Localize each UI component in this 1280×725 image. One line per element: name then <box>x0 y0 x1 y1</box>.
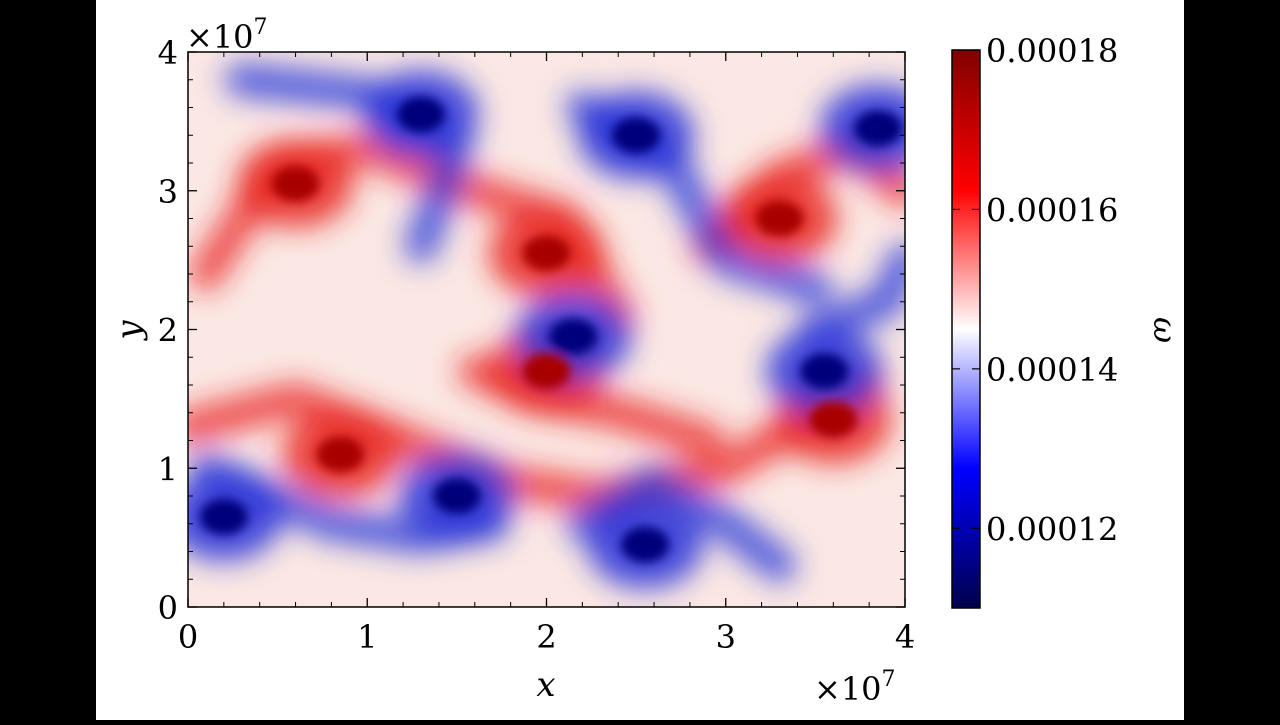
x-tick-label: 1 <box>357 618 377 656</box>
vorticity-filament <box>565 465 797 583</box>
y-axis-label: y <box>109 320 149 342</box>
vortex-core <box>271 165 320 202</box>
colorbar-tick-label: 0.00014 <box>986 351 1118 389</box>
vortex-core <box>612 117 661 154</box>
vorticity-heatmap <box>188 52 905 607</box>
y-tick-label: 3 <box>158 173 178 211</box>
x-tick-label: 4 <box>895 618 915 656</box>
vortex-core <box>809 401 858 438</box>
vorticity-filament <box>798 243 905 347</box>
vortex-core <box>800 353 849 390</box>
axis-ticks: 0 1 2 3 4 0 1 2 3 4 <box>158 34 916 656</box>
x-axis-label: x <box>536 665 555 705</box>
x-axis-multiplier: ×107 <box>814 667 896 708</box>
y-tick-label: 2 <box>158 312 178 350</box>
colorbar-gradient <box>951 49 981 609</box>
colorbar-tick-label: 0.00016 <box>986 191 1118 229</box>
y-tick-label: 1 <box>158 450 178 488</box>
vortex-core <box>316 436 365 473</box>
vortex-core <box>621 526 670 563</box>
vortex-core <box>854 110 903 147</box>
y-tick-label: 4 <box>158 34 178 72</box>
y-axis-multiplier: ×107 <box>186 15 268 56</box>
x-tick-label: 0 <box>178 618 198 656</box>
y-tick-label: 0 <box>158 589 178 627</box>
colorbar-tick-label: 0.00012 <box>986 510 1118 548</box>
x-tick-label: 2 <box>536 618 556 656</box>
x-tick-label: 3 <box>716 618 736 656</box>
colorbar-label: ω <box>1146 317 1184 343</box>
colorbar-tick-label: 0.00018 <box>986 32 1118 70</box>
vortex-core <box>199 498 248 535</box>
vortex-core <box>549 318 598 355</box>
vortex-core <box>522 353 571 390</box>
vortex-core <box>432 478 481 514</box>
vortex-core <box>755 200 804 237</box>
colorbar: 0.00012 0.00014 0.00016 0.00018 ω <box>951 32 1184 609</box>
vortex-core <box>522 235 571 272</box>
vortex-core <box>397 96 446 133</box>
